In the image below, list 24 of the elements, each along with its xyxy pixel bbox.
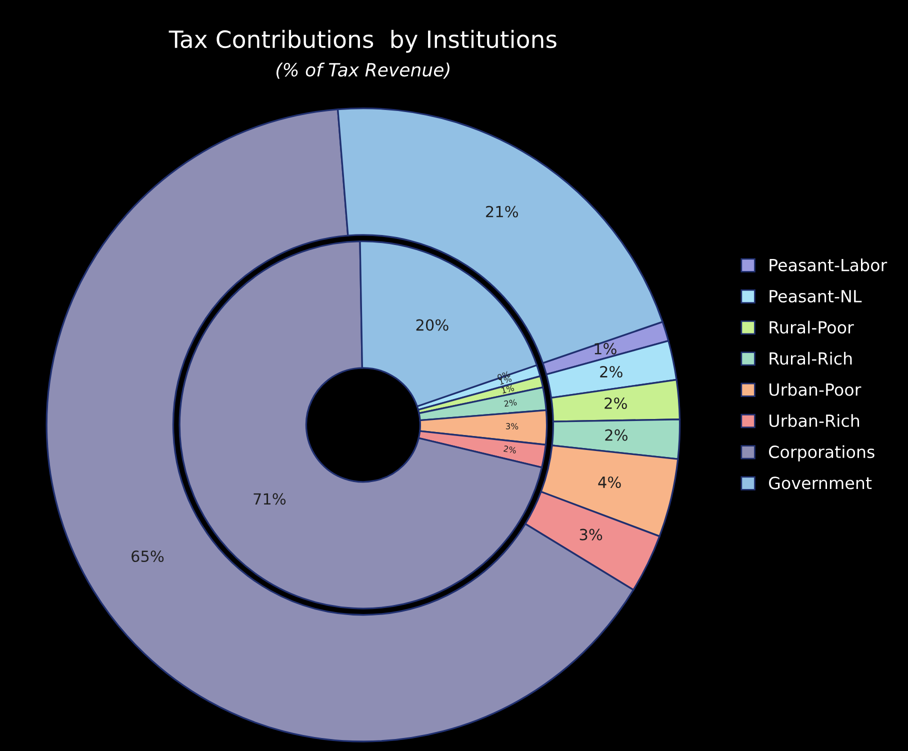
- data-label: 3%: [506, 423, 518, 430]
- data-label: 2%: [605, 429, 628, 441]
- legend-label: Peasant-NL: [770, 290, 862, 303]
- data-label: 1%: [594, 342, 616, 354]
- legend-label: Rural-Poor: [770, 320, 854, 334]
- data-label: 20%: [416, 319, 448, 331]
- data-label: 4%: [598, 476, 621, 488]
- legend-label: Peasant-Labor: [770, 258, 888, 272]
- data-label: 2%: [604, 397, 627, 410]
- legend-label: Rural-Rich: [770, 352, 852, 365]
- legend-label: Urban-Poor: [770, 383, 862, 396]
- data-label: 21%: [486, 206, 518, 218]
- data-label: 71%: [254, 493, 286, 505]
- legend-label: Government: [769, 476, 872, 490]
- chart-subtitle: (% of Tax Revenue): [276, 62, 450, 79]
- data-label: 65%: [132, 550, 164, 562]
- data-label: 2%: [504, 398, 517, 407]
- chart-title: Tax Contributions by Institutions: [168, 30, 556, 53]
- data-label: 3%: [580, 528, 602, 540]
- legend-label: Urban-Rich: [770, 414, 860, 428]
- data-label: 2%: [600, 366, 622, 378]
- legend-label: Corporations: [769, 445, 874, 462]
- data-label: 1%: [501, 384, 514, 394]
- data-label: 2%: [504, 445, 517, 454]
